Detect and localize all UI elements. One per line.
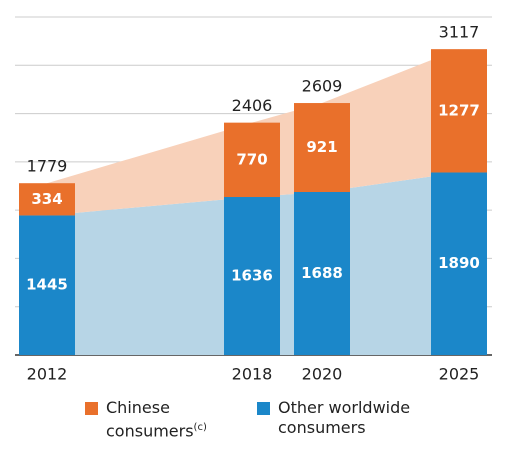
total-label: 2609 (302, 77, 343, 96)
legend-swatch (85, 402, 98, 415)
legend-label: Chinese consumers(c) (106, 398, 207, 441)
bar-segment (294, 191, 350, 355)
bar-segment (224, 122, 280, 198)
legend-item: Other worldwide consumers (257, 398, 438, 438)
bar-segment (294, 103, 350, 192)
total-label: 2406 (232, 96, 273, 115)
value-label: 1890 (438, 254, 480, 272)
value-label: 770 (236, 150, 267, 168)
legend-label: Other worldwide consumers (278, 398, 438, 438)
x-tick-label: 2020 (302, 365, 343, 384)
plot: 1445 334 1779 2012 1636 770 2406 2018 1688 921 260… (15, 16, 492, 384)
total-label: 3117 (439, 23, 480, 42)
value-label: 1445 (26, 276, 68, 294)
bar-segment (224, 197, 280, 355)
value-label: 1636 (231, 267, 273, 285)
bar-segment (19, 183, 75, 216)
value-label: 921 (306, 138, 337, 156)
value-label: 334 (31, 190, 62, 208)
value-label: 1277 (438, 101, 480, 119)
legend-text: Chinese consumers (106, 398, 194, 441)
total-label: 1779 (27, 157, 68, 176)
bar-segment (19, 215, 75, 355)
x-tick-label: 2025 (439, 365, 480, 384)
legend-note: (c) (193, 422, 207, 433)
x-tick-label: 2012 (27, 365, 68, 384)
value-label: 1688 (301, 264, 343, 282)
legend-text: Other worldwide consumers (278, 398, 411, 437)
bar-segment (431, 49, 487, 173)
bar-segment (431, 172, 487, 355)
x-tick-label: 2018 (232, 365, 273, 384)
legend-swatch (257, 402, 270, 415)
legend-item: Chinese consumers(c) (85, 398, 207, 441)
